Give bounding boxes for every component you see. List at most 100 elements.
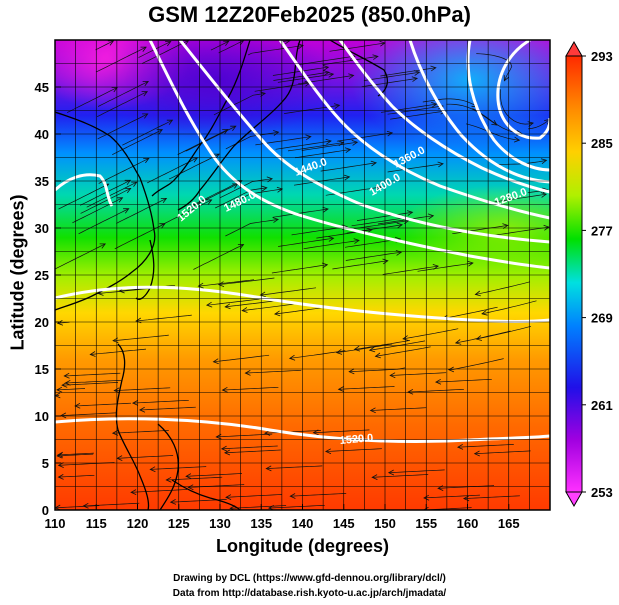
- streamline: [56, 388, 86, 391]
- wind-arrow-head: [112, 337, 119, 344]
- streamline: [221, 445, 278, 450]
- wind-arrow-head: [261, 185, 268, 192]
- streamline: [266, 465, 323, 469]
- streamline: [363, 71, 420, 81]
- wind-arrow-head: [396, 222, 403, 229]
- wind-arrow-head: [387, 469, 395, 476]
- streamline: [380, 67, 436, 77]
- wind-arrow-head: [185, 473, 192, 479]
- y-tick-label: 20: [35, 315, 49, 330]
- wind-arrow-head: [427, 213, 435, 220]
- y-tick-label: 40: [35, 127, 49, 142]
- wind-arrow-head: [213, 153, 220, 159]
- x-tick-label: 150: [374, 516, 396, 531]
- streamline: [57, 453, 94, 457]
- colorbar-tick-label: 277: [591, 223, 613, 238]
- wind-arrow-head: [217, 281, 225, 287]
- streamline: [446, 103, 498, 126]
- wind-arrow-head: [276, 186, 284, 193]
- streamline: [403, 328, 459, 340]
- wind-arrow-head: [325, 138, 332, 145]
- streamline: [422, 98, 478, 107]
- streamline: [95, 40, 114, 51]
- streamline: [186, 473, 243, 477]
- wind-arrow-head: [369, 407, 376, 414]
- streamline: [273, 71, 329, 81]
- streamline: [80, 188, 131, 214]
- wind-arrow-head: [321, 262, 329, 269]
- streamline: [260, 287, 317, 296]
- wind-arrow-head: [323, 70, 330, 76]
- streamline: [90, 348, 147, 355]
- x-tick-label: 115: [86, 516, 107, 531]
- wind-arrow-head: [386, 130, 394, 137]
- wind-arrow-head: [169, 499, 177, 505]
- wind-arrow-head: [165, 476, 172, 483]
- colorbar-scale: [565, 55, 583, 493]
- streamline: [494, 193, 547, 203]
- streamline: [390, 372, 447, 376]
- streamline: [97, 113, 148, 140]
- y-tick-label: 25: [35, 268, 49, 283]
- streamline: [132, 399, 189, 404]
- wind-arrow-head: [56, 452, 63, 459]
- y-tick-label: 5: [42, 456, 49, 471]
- wind-arrow-head: [131, 181, 138, 187]
- streamline: [122, 119, 173, 146]
- wind-arrow-head: [422, 506, 429, 510]
- streamline: [351, 217, 408, 227]
- wind-arrow-head: [142, 113, 149, 119]
- wind-arrow-head: [502, 223, 509, 229]
- streamline: [370, 407, 427, 411]
- wind-arrow-head: [82, 502, 89, 509]
- wind-arrow-head: [221, 386, 228, 393]
- wind-arrow-head: [348, 73, 355, 80]
- streamline: [114, 387, 171, 391]
- streamline: [131, 489, 188, 493]
- x-tick-label: 110: [45, 516, 66, 531]
- streamline: [72, 197, 123, 224]
- wind-arrow-head: [124, 179, 132, 186]
- lat-lon-grid: [55, 40, 550, 510]
- streamline: [247, 45, 304, 56]
- x-tick-label: 145: [333, 516, 355, 531]
- streamline: [354, 340, 410, 350]
- wind-arrow-head: [353, 345, 361, 352]
- wind-arrow-head: [467, 260, 474, 267]
- wind-arrow-head: [205, 301, 213, 308]
- wind-arrow-head: [430, 65, 437, 72]
- streamline: [188, 484, 245, 488]
- streamline: [387, 105, 444, 115]
- wind-arrow-head: [74, 402, 81, 409]
- wind-arrow-head: [212, 358, 219, 365]
- temperature-field: 1440.0 1480.0 1520.0 1360.0 1400.0 1280.…: [55, 40, 550, 510]
- streamline: [96, 91, 148, 118]
- streamline: [407, 388, 464, 393]
- wind-arrow-head: [149, 466, 156, 473]
- wind-arrow-head: [64, 379, 71, 386]
- streamline: [219, 178, 273, 199]
- contour-label: 1520.0: [339, 432, 374, 447]
- wind-arrow-head: [237, 244, 245, 250]
- streamline: [75, 402, 132, 407]
- wind-arrow-head: [265, 465, 272, 472]
- streamline: [191, 180, 242, 207]
- wind-arrow-head: [263, 430, 271, 436]
- wind-arrow-head: [289, 493, 296, 499]
- streamline: [225, 131, 279, 150]
- streamline: [329, 42, 385, 52]
- streamline: [290, 493, 347, 497]
- streamline: [58, 183, 109, 210]
- wind-arrow-head: [273, 130, 280, 136]
- wind-arrow-head: [411, 76, 418, 82]
- y-axis-ticks: 0 5 10 15 20 25 30 35 40 45: [35, 80, 61, 518]
- wind-arrow-head: [223, 40, 230, 46]
- colorbar-ticks: 253 261 269 277 285 293: [582, 49, 613, 500]
- x-tick-label: 120: [127, 516, 149, 531]
- streamline: [218, 277, 275, 286]
- colorbar-tick-label: 269: [591, 311, 613, 326]
- x-axis-label: Longitude (degrees): [215, 536, 389, 556]
- wind-arrow-head: [372, 54, 379, 60]
- wind-arrow-head: [337, 140, 345, 147]
